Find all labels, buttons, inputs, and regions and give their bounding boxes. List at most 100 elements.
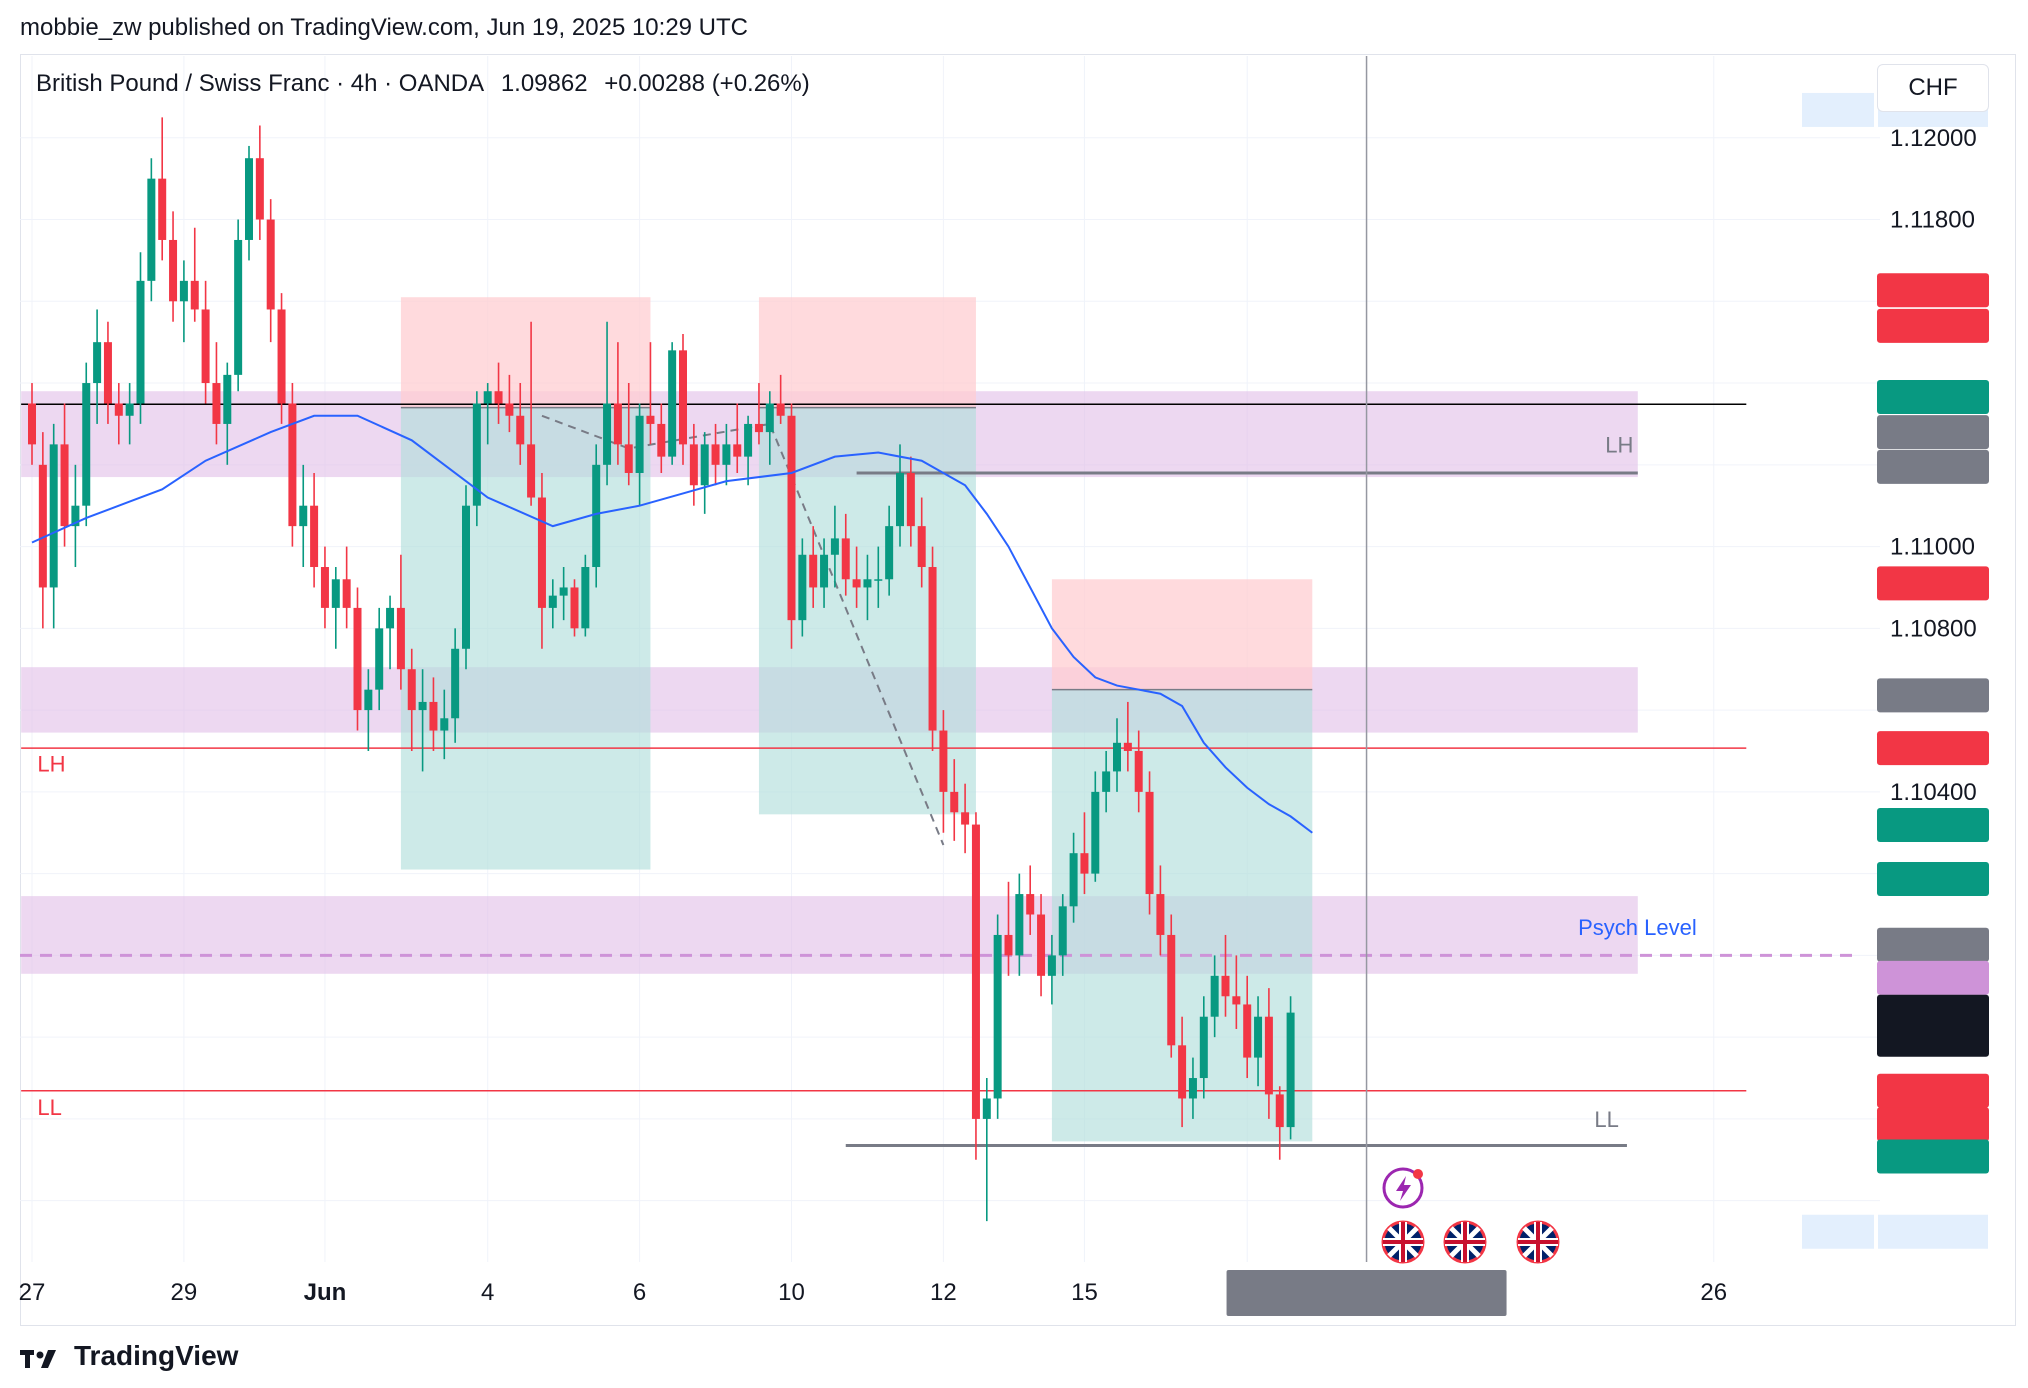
candle: [744, 415, 753, 486]
candle: [310, 472, 319, 588]
candle: [700, 432, 709, 514]
candle: [1134, 730, 1143, 813]
candle-body: [1037, 914, 1046, 976]
candle-body: [71, 505, 80, 527]
candle: [1210, 955, 1219, 1038]
candle: [190, 227, 199, 322]
candle: [1113, 718, 1121, 792]
annotation-label: LH: [1605, 433, 1633, 458]
x-tick-label: 4: [481, 1279, 494, 1306]
candle-body: [679, 350, 687, 445]
candle-body: [136, 280, 145, 404]
candle-body: [266, 219, 275, 310]
candle: [201, 280, 210, 404]
price-label-box: [1877, 731, 1989, 766]
price-label-box: [1877, 1139, 1989, 1174]
candle-body: [917, 526, 926, 568]
candle-body: [342, 579, 351, 608]
candle: [125, 383, 134, 445]
lightning-event-icon: [1382, 1167, 1424, 1209]
candle-body: [754, 423, 763, 433]
candle: [809, 526, 818, 608]
candle-body: [1156, 894, 1165, 935]
candle: [1275, 1086, 1284, 1160]
candle-body: [299, 505, 308, 527]
candles: [28, 117, 1295, 1222]
candle-body: [559, 587, 568, 596]
low-value-box: [1878, 1214, 1988, 1249]
candle: [1004, 881, 1013, 976]
lightning-bolt: [1396, 1176, 1411, 1201]
candle-body: [516, 415, 525, 445]
current-price-box: [1877, 994, 1989, 1057]
dashed-trend-line: [541, 414, 945, 846]
candle: [1037, 894, 1046, 997]
price-label-box: [1877, 449, 1989, 484]
candle-body: [1178, 1045, 1187, 1099]
candle: [1286, 996, 1295, 1140]
short-position-stop-area: [400, 297, 651, 408]
candle-body: [158, 178, 167, 240]
candle-body: [722, 444, 731, 465]
candle: [1123, 701, 1132, 772]
candle: [234, 219, 243, 392]
candle: [320, 546, 329, 629]
candle-body: [744, 423, 753, 457]
currency-button[interactable]: CHF: [1877, 64, 1989, 112]
candle-body: [125, 403, 134, 416]
candle: [277, 293, 286, 424]
candle-body: [896, 472, 904, 527]
low-label-box: [1802, 1214, 1874, 1249]
candle: [711, 423, 720, 486]
x-tick-label: Jun: [304, 1279, 347, 1306]
candle: [396, 554, 405, 690]
candle: [852, 546, 861, 608]
candle: [1091, 771, 1100, 882]
candle-body: [1243, 1004, 1252, 1058]
candle: [787, 403, 796, 649]
candle-body: [1069, 853, 1078, 907]
candle: [223, 362, 232, 465]
candle-body: [820, 554, 829, 588]
candle-body: [733, 444, 742, 457]
candle: [798, 538, 807, 637]
candle: [407, 648, 416, 751]
candle-body: [689, 444, 698, 486]
candle-body: [1210, 975, 1219, 1017]
uk-flag-icon: [1381, 1220, 1425, 1264]
candle: [169, 211, 178, 322]
candle-body: [1102, 771, 1111, 792]
candle: [245, 145, 253, 261]
annotation-label: LH: [37, 751, 65, 776]
y-axis: 1.120001.118001.112001.110001.108001.104…: [1814, 97, 1976, 1245]
candle-body: [1221, 975, 1230, 997]
candle: [982, 1078, 991, 1222]
candle-body: [310, 505, 319, 568]
moving-average-line: [31, 414, 1313, 834]
candle: [375, 607, 384, 711]
candle-body: [38, 464, 47, 588]
candle-body: [201, 309, 210, 384]
candle-body: [928, 567, 937, 731]
candle: [961, 783, 970, 854]
annotation-label: LL: [37, 1095, 61, 1120]
flag-v-red: [1536, 1222, 1540, 1262]
candle-body: [1188, 1078, 1197, 1099]
candle-body: [494, 391, 503, 404]
candle-body: [950, 791, 959, 813]
candle-body: [255, 158, 264, 220]
candle: [331, 567, 340, 649]
y-tick-label: 1.10800: [1890, 615, 1977, 642]
candle-body: [570, 587, 579, 629]
candle: [1069, 832, 1078, 923]
candle: [114, 383, 123, 445]
candle: [559, 567, 568, 621]
candle-body: [505, 403, 514, 416]
candle-body: [179, 280, 188, 302]
price-label-box: [1877, 1107, 1989, 1142]
candle: [971, 812, 980, 1160]
lightning-dot: [1413, 1169, 1423, 1179]
tradingview-brand[interactable]: TradingView: [20, 1340, 238, 1372]
candle-body: [971, 824, 980, 1119]
